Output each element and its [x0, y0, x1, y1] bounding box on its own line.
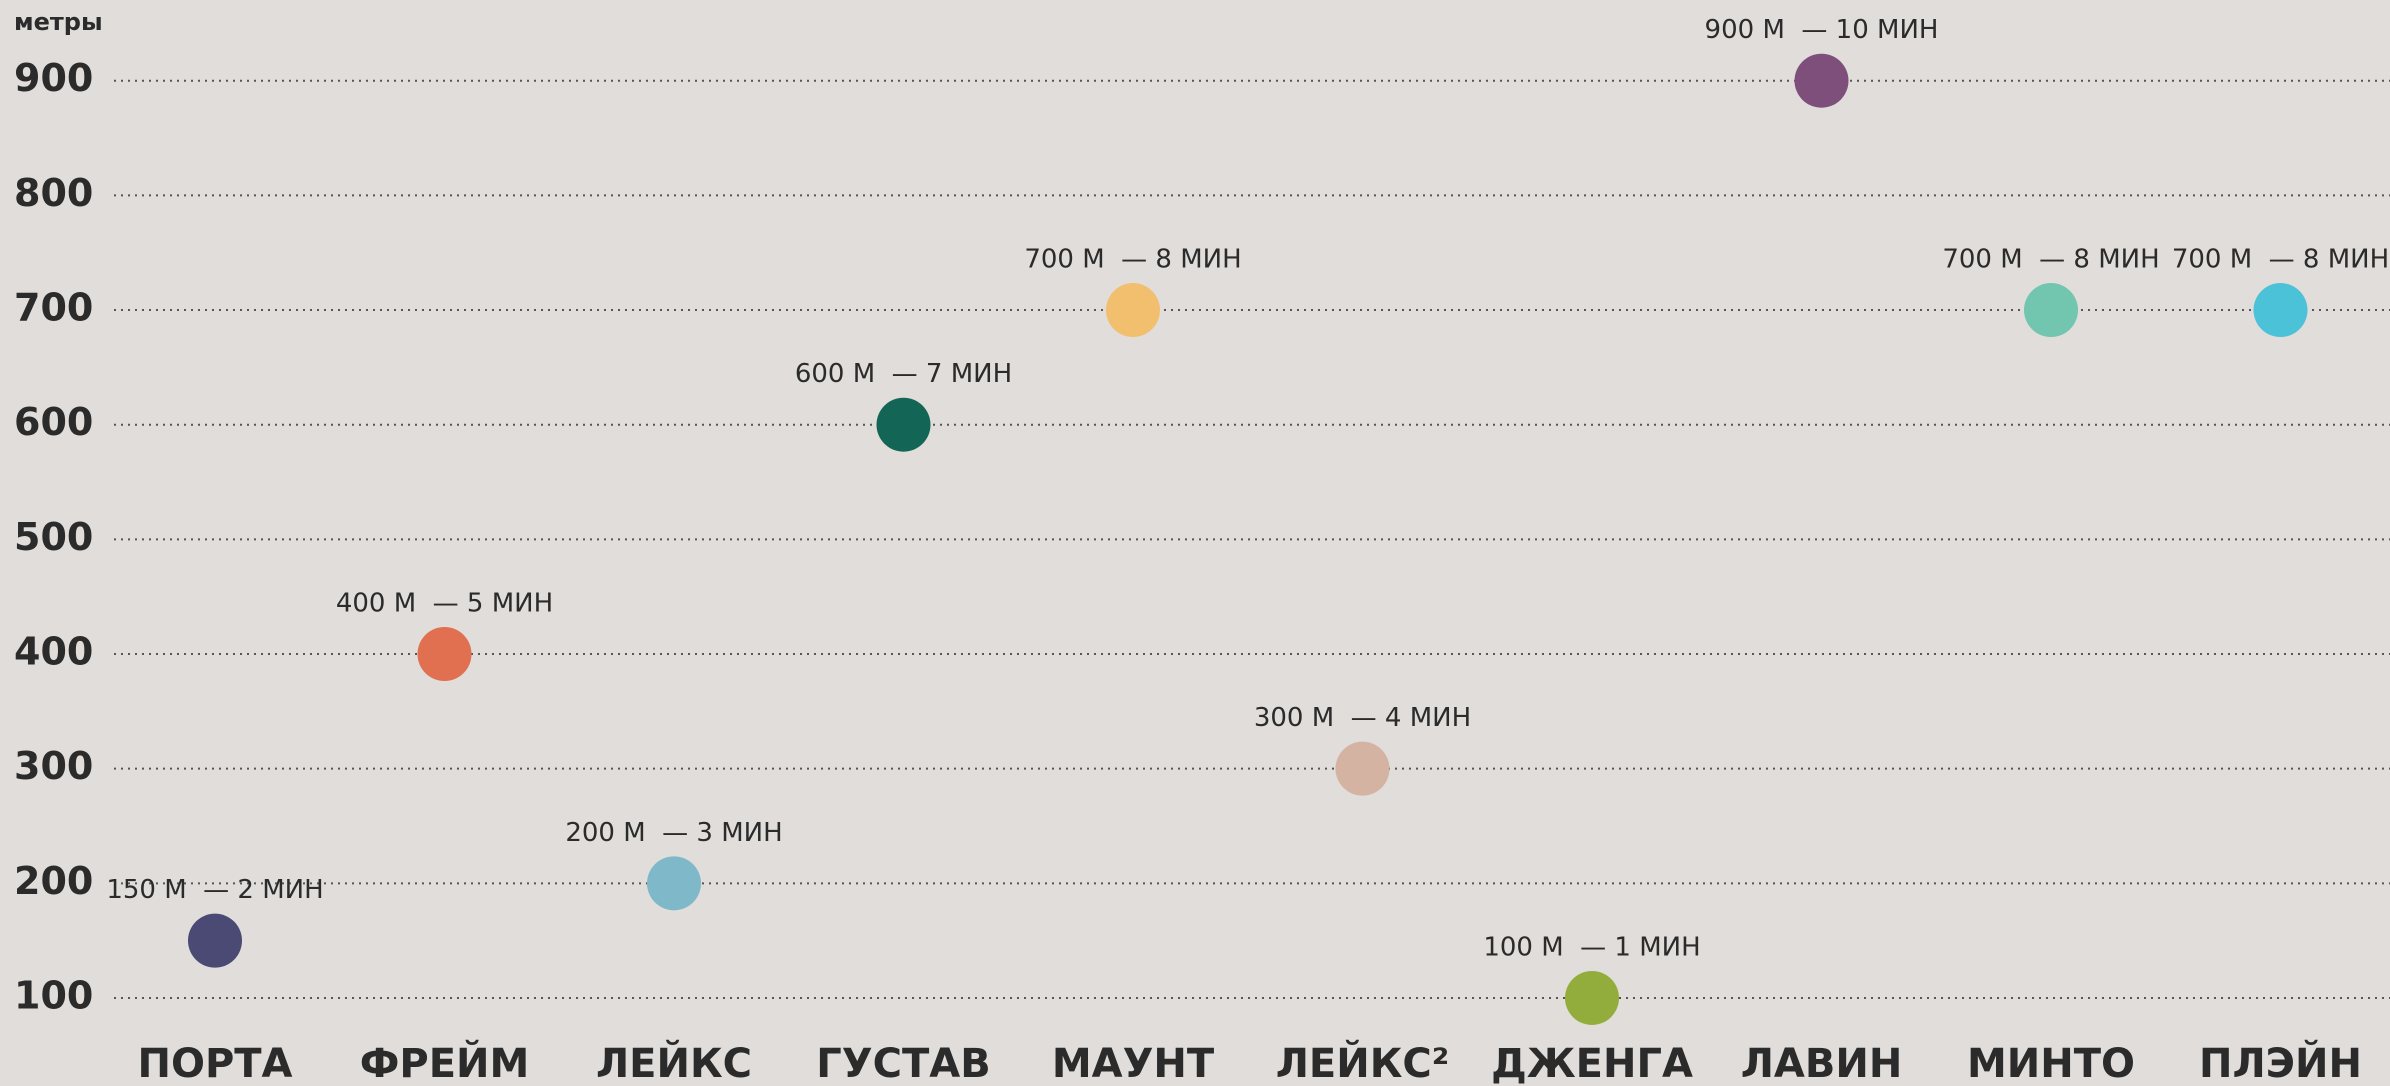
- value-label: 900 М — 10 МИН: [1705, 15, 1939, 45]
- value-label: 400 М — 5 МИН: [336, 589, 553, 619]
- dot: [647, 856, 701, 911]
- value-label: 700 М — 8 МИН: [1024, 245, 1241, 275]
- x-tick-label: ЛЕЙКС: [596, 1039, 752, 1086]
- value-label: 700 М — 8 МИН: [2172, 245, 2389, 275]
- value-label: 100 М — 1 МИН: [1483, 932, 1700, 962]
- y-tick-label: 400: [14, 630, 93, 674]
- y-tick-label: 200: [14, 859, 93, 903]
- dot: [2253, 283, 2308, 338]
- x-tick-label: ПЛЭЙН: [2199, 1039, 2362, 1086]
- dot: [1335, 741, 1390, 796]
- value-label: 200 М — 3 МИН: [565, 818, 782, 848]
- x-tick-label: МИНТО: [1967, 1041, 2135, 1086]
- y-tick-label: 600: [14, 400, 93, 444]
- x-tick-label: ЛЕЙКС²: [1276, 1039, 1450, 1086]
- value-label: 150 М — 2 МИН: [106, 875, 323, 905]
- y-tick-label: 500: [14, 515, 93, 559]
- y-tick-label: 900: [14, 56, 93, 100]
- y-tick-label: 800: [14, 171, 93, 215]
- x-tick-label: ФРЕЙМ: [360, 1039, 530, 1086]
- value-label: 700 М — 8 МИН: [1942, 245, 2159, 275]
- dot: [188, 913, 242, 968]
- x-tick-label: ПОРТА: [137, 1041, 292, 1086]
- value-label: 600 М — 7 МИН: [795, 359, 1012, 389]
- dot: [1565, 970, 1619, 1025]
- value-label: 300 М — 4 МИН: [1254, 703, 1471, 733]
- x-tick-label: ЛАВИН: [1741, 1041, 1903, 1086]
- dot: [1106, 283, 1160, 338]
- dot: [1794, 53, 1849, 108]
- y-axis-label: метры: [14, 8, 103, 36]
- dot: [2024, 283, 2078, 338]
- x-tick-label: МАУНТ: [1052, 1041, 1215, 1086]
- y-tick-label: 300: [14, 744, 93, 788]
- dot: [876, 397, 931, 452]
- y-tick-label: 700: [14, 286, 93, 330]
- x-tick-label: ДЖЕНГА: [1491, 1041, 1693, 1086]
- y-tick-label: 100: [14, 973, 93, 1017]
- x-tick-label: ГУСТАВ: [816, 1041, 990, 1086]
- dot: [417, 627, 472, 682]
